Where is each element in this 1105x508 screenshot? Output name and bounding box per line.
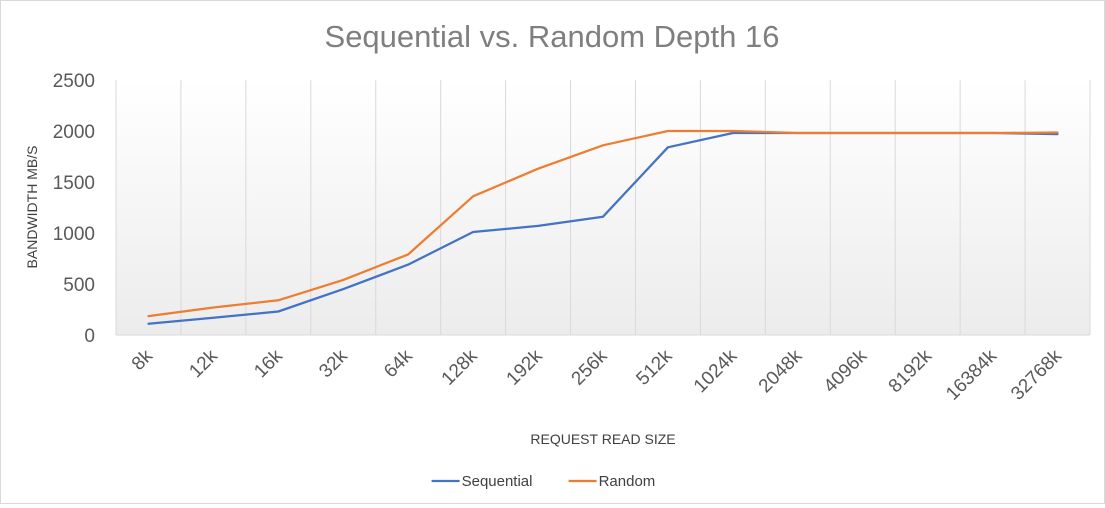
x-tick-label: 2048k: [755, 345, 807, 397]
x-tick-label: 192k: [503, 345, 547, 389]
x-tick-label: 32768k: [1007, 345, 1066, 404]
x-tick-label: 256k: [568, 345, 612, 389]
series-layer: [147, 129, 1059, 325]
y-axis-ticks: 0 500 1000 1500 2000 2500: [53, 71, 95, 347]
y-tick-label: 1000: [53, 224, 95, 245]
x-tick-label: 32k: [315, 345, 352, 382]
y-tick-label: 0: [84, 326, 95, 347]
plot-area: [116, 80, 1090, 335]
x-axis-ticks: 8k 12k 16k 32k 64k 128k 192k 256k 512k 1024k 2048k…: [128, 345, 1066, 404]
y-tick-label: 1500: [53, 173, 95, 194]
legend: Sequential Random: [431, 473, 656, 490]
x-tick-label: 12k: [185, 345, 222, 382]
grid-lines: [115, 80, 1091, 336]
legend-label-random: Random: [599, 473, 656, 490]
x-tick-label: 128k: [438, 345, 482, 389]
x-tick-label: 16384k: [942, 345, 1001, 404]
chart-title: Sequential vs. Random Depth 16: [325, 19, 780, 54]
y-tick-label: 2500: [53, 71, 95, 92]
x-tick-label: 512k: [632, 345, 676, 389]
x-tick-label: 64k: [380, 345, 417, 382]
x-axis-label: REQUEST READ SIZE: [530, 431, 675, 447]
x-tick-label: 8k: [128, 345, 157, 374]
y-tick-label: 2000: [53, 122, 95, 143]
legend-label-sequential: Sequential: [462, 473, 533, 490]
series-line-random: [147, 129, 1059, 318]
x-tick-label: 1024k: [690, 345, 742, 397]
y-axis-label: BANDWIDTH MB/S: [24, 146, 40, 269]
x-tick-label: 8192k: [885, 345, 937, 397]
x-tick-label: 4096k: [820, 345, 872, 397]
y-tick-label: 500: [63, 275, 95, 296]
x-tick-label: 16k: [250, 345, 287, 382]
